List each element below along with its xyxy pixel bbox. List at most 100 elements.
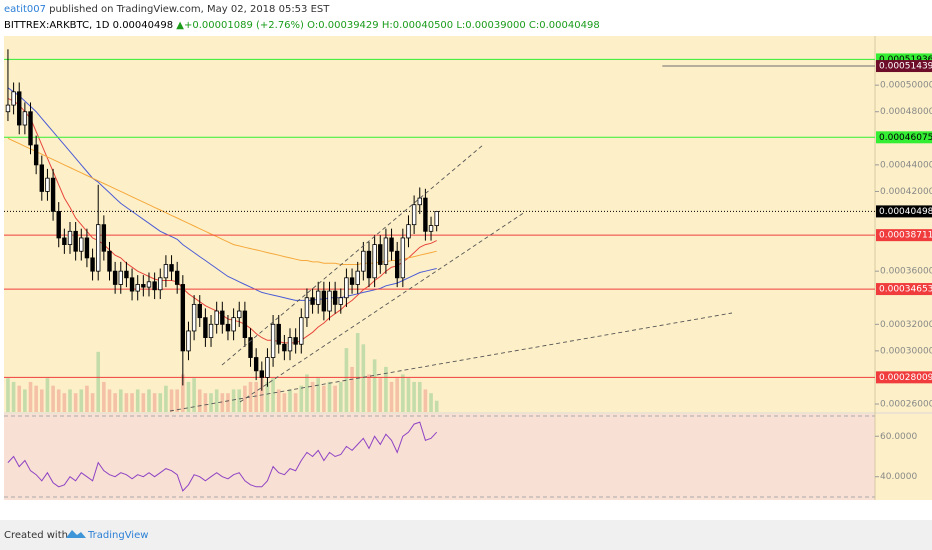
volume-bar: [293, 393, 298, 412]
volume-bar: [118, 389, 123, 412]
symbol-line: BITTREX:ARKBTC, 1D 0.00040498 ▲+0.000010…: [4, 20, 600, 31]
volume-bar: [39, 389, 44, 412]
level-label-bg: [876, 283, 932, 296]
volume-bar: [237, 389, 242, 412]
candle-body: [180, 284, 186, 352]
level-label: 0.00038711: [879, 231, 932, 241]
volume-bar: [85, 385, 89, 412]
candle-body: [276, 323, 281, 345]
brand[interactable]: TradingView: [87, 530, 148, 541]
y-tick-label: 0.00050000: [880, 81, 932, 91]
candle-body: [33, 144, 39, 166]
level-label: 0.00051439: [879, 62, 932, 72]
candle-body: [203, 317, 208, 338]
y-tick-label: 0.00026000: [880, 400, 932, 410]
candle-body: [129, 277, 135, 292]
candle-body: [253, 357, 259, 372]
published: published on TradingView.com, May 02, 20…: [46, 4, 330, 15]
candle-body: [417, 197, 422, 206]
candle-body: [197, 303, 202, 319]
candle-body: [39, 164, 44, 192]
candle-body: [169, 264, 174, 272]
volume-bar: [102, 381, 106, 412]
last-price: 0.00040498: [113, 20, 173, 31]
candle-body: [383, 237, 389, 265]
candle-body: [214, 310, 219, 325]
moving-average: [7, 87, 437, 301]
volume-bar: [417, 381, 422, 412]
candle-body: [349, 277, 355, 285]
volume-bar: [34, 385, 38, 412]
change-arrow: ▲: [176, 20, 184, 31]
level-label-bg: [876, 205, 932, 218]
candle-body: [282, 343, 287, 352]
candle-body: [22, 111, 28, 126]
candle-body: [84, 237, 90, 259]
created-with: Created with: [4, 530, 68, 541]
candle-body: [107, 250, 112, 272]
candle-body: [293, 337, 298, 345]
candle-body: [428, 225, 434, 232]
author[interactable]: eatit007: [4, 4, 46, 15]
volume-bar: [429, 393, 433, 412]
candle-body: [73, 230, 78, 252]
volume-bar: [271, 378, 275, 412]
candle-body: [259, 370, 265, 378]
y-tick-label: 0.00032000: [880, 320, 932, 330]
volume-bar: [107, 389, 112, 412]
candle-body: [50, 177, 56, 212]
volume-bar: [141, 393, 146, 412]
volume-bar: [152, 393, 157, 412]
volume-bar: [209, 393, 213, 412]
rsi-tick-label: 40.0000: [880, 472, 917, 482]
volume-bar: [344, 348, 349, 412]
candle-body: [248, 337, 253, 358]
y-tick-label: 0.00036000: [880, 267, 932, 277]
volume-bar: [51, 385, 55, 412]
volume-bar: [130, 393, 134, 412]
candle-body: [163, 264, 169, 279]
candle-body: [17, 91, 22, 126]
volume-bar: [203, 393, 208, 412]
candle-body: [124, 270, 129, 279]
volume-bar: [401, 374, 405, 412]
level-label: 0.00028009: [879, 373, 932, 383]
candle-body: [389, 237, 394, 252]
candle-body: [118, 270, 123, 285]
candle-body: [225, 323, 231, 332]
logo: [66, 530, 86, 538]
candle-body: [237, 310, 242, 319]
rsi-tick-label: 60.0000: [880, 432, 917, 442]
volume-bar: [90, 393, 95, 412]
candle-body: [174, 270, 180, 285]
volume-bar: [395, 378, 399, 412]
volume-bar: [147, 389, 151, 412]
ohlc: O:0.00039429 H:0.00040500 L:0.00039000 C…: [307, 20, 600, 31]
level-label-bg: [876, 60, 932, 73]
volume-bar: [288, 389, 292, 412]
candle-body: [220, 310, 225, 325]
volume-bar: [124, 393, 129, 412]
candle-body: [28, 111, 33, 146]
rsi-axis: [875, 414, 932, 500]
date-axis: [0, 500, 932, 520]
candle-body: [434, 211, 439, 227]
volume-bar: [96, 351, 101, 412]
candle-body: [355, 270, 360, 285]
volume-bar: [350, 366, 354, 412]
level-label: 0.00040498: [879, 207, 932, 217]
volume-bar: [355, 333, 360, 412]
candle-body: [186, 330, 191, 352]
candle-body: [366, 250, 372, 279]
candle-body: [146, 281, 152, 288]
candle-body: [231, 317, 236, 332]
volume-bar: [423, 389, 428, 412]
volume-bar: [68, 389, 72, 412]
volume-bar: [310, 381, 315, 412]
candle-body: [62, 237, 67, 245]
candle-body: [45, 177, 50, 192]
candle-body: [378, 244, 383, 265]
volume-bar: [243, 385, 247, 412]
candle-body: [304, 297, 310, 319]
volume-bar: [322, 385, 326, 412]
